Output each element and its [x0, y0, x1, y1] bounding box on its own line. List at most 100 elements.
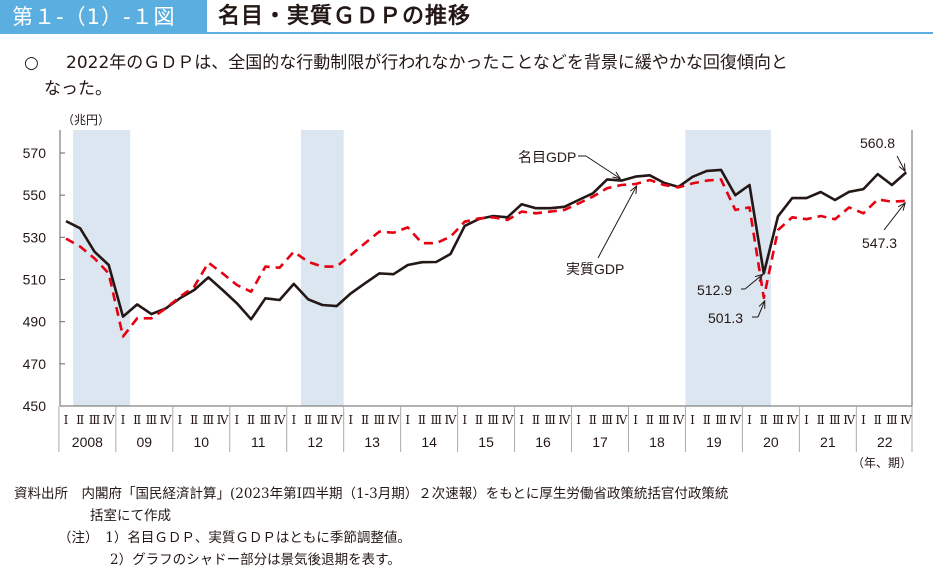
summary-line2: なった。 [44, 79, 112, 99]
quarter-label: Ⅲ [146, 413, 158, 427]
quarter-label: Ⅰ [405, 413, 410, 427]
summary: ○ 2022年のＧＤＰは、全国的な行動制限が行われなかったことなどを背景に緩やかな… [24, 50, 924, 102]
quarter-label: Ⅳ [558, 413, 571, 427]
bullet-circle: ○ [24, 53, 39, 73]
year-label: 22 [877, 434, 893, 450]
quarter-label: Ⅱ [304, 413, 312, 427]
note2: 2）グラフのシャドー部分は景気後退期を表す。 [110, 552, 401, 568]
quarter-label: Ⅳ [217, 413, 230, 427]
year-label: 14 [421, 434, 437, 450]
real-gdp-line [65, 178, 907, 338]
footnotes: 資料出所 内閣府「国民経済計算」(2023年第Ⅰ四半期（1-3月期）２次速報）を… [14, 483, 728, 571]
quarter-label: Ⅱ [133, 413, 141, 427]
figure-title: 名目・実質ＧＤＰの推移 [218, 4, 472, 29]
summary-line1: 2022年のＧＤＰは、全国的な行動制限が行われなかったことなどを背景に緩やかな回… [66, 53, 788, 73]
annotation-nominal-last: 560.8 [860, 135, 895, 151]
quarter-label: Ⅲ [715, 413, 727, 427]
y-tick-label: 570 [23, 145, 47, 161]
y-axis-unit: （兆円） [62, 113, 110, 127]
year-label: 20 [763, 434, 779, 450]
quarter-label: Ⅰ [235, 413, 240, 427]
quarter-label: Ⅳ [274, 413, 287, 427]
quarter-label: Ⅲ [373, 413, 385, 427]
annotation-real-label: 実質GDP [566, 261, 624, 277]
quarter-label: Ⅱ [76, 413, 84, 427]
quarter-label: Ⅰ [804, 413, 809, 427]
quarter-label: Ⅲ [430, 413, 442, 427]
quarter-label: Ⅱ [418, 413, 426, 427]
annotation-nominal-last-arrow-head [898, 163, 906, 173]
quarter-label: Ⅰ [576, 413, 581, 427]
quarter-label: Ⅱ [532, 413, 540, 427]
quarter-label: Ⅲ [544, 413, 556, 427]
quarter-label: Ⅲ [772, 413, 784, 427]
quarter-label: Ⅲ [203, 413, 215, 427]
recession-shade [685, 130, 771, 406]
annotation-real-arrow [597, 185, 638, 259]
quarter-label: Ⅳ [501, 413, 514, 427]
quarter-label: Ⅰ [121, 413, 126, 427]
annotation-real-min: 501.3 [708, 310, 743, 326]
note1: （注） 1）名目ＧＤＰ、実質ＧＤＰはともに季節調整値。 [58, 530, 411, 546]
quarter-label: Ⅳ [103, 413, 116, 427]
quarter-label: Ⅱ [589, 413, 597, 427]
figure-number: 第１-（1）-１図 [0, 0, 207, 34]
figure-header: 第１-（1）-１図 名目・実質ＧＤＰの推移 [0, 0, 933, 34]
annotation-nominal-label: 名目GDP [518, 149, 576, 165]
year-label: 2008 [72, 434, 103, 450]
year-label: 10 [193, 434, 209, 450]
quarter-label: Ⅲ [487, 413, 499, 427]
annotation-nominal-arrow-head [612, 171, 622, 180]
year-label: 18 [649, 434, 665, 450]
quarter-label: Ⅱ [874, 413, 882, 427]
nominal-gdp-line [65, 168, 908, 321]
year-label: 11 [251, 434, 266, 450]
recession-shade [300, 130, 344, 406]
annotation-nominal-min: 512.9 [697, 282, 732, 298]
quarter-label: Ⅳ [843, 413, 856, 427]
quarter-label: Ⅲ [886, 413, 898, 427]
quarter-label: Ⅳ [729, 413, 742, 427]
annotation-real-last-arrow-head [897, 201, 906, 211]
x-axis-unit: （年、期） [852, 456, 912, 470]
quarter-label: Ⅱ [703, 413, 711, 427]
year-label: 12 [307, 434, 323, 450]
quarter-label: Ⅲ [260, 413, 272, 427]
quarter-label: Ⅰ [348, 413, 353, 427]
annotation-nominal-min-arrow-head [754, 273, 764, 282]
quarter-label: Ⅰ [291, 413, 296, 427]
quarter-label: Ⅲ [658, 413, 670, 427]
quarter-label: Ⅰ [861, 413, 866, 427]
annotation-real-arrow-head [630, 184, 638, 195]
quarter-label: Ⅲ [317, 413, 329, 427]
y-tick-label: 510 [23, 272, 47, 288]
quarter-label: Ⅳ [444, 413, 457, 427]
quarter-label: Ⅰ [633, 413, 638, 427]
annotation-real-min-arrow [757, 300, 766, 318]
year-label: 16 [535, 434, 551, 450]
quarter-label: Ⅲ [829, 413, 841, 427]
annotation-real-min-arrow-head [758, 299, 766, 309]
recession-shade [73, 130, 131, 406]
quarter-label: Ⅰ [519, 413, 524, 427]
quarter-label: Ⅰ [178, 413, 183, 427]
quarter-label: Ⅰ [690, 413, 695, 427]
annotation-nominal-arrow [585, 155, 621, 180]
y-tick-label: 450 [23, 398, 47, 414]
quarter-label: Ⅱ [817, 413, 825, 427]
quarter-label: Ⅱ [361, 413, 369, 427]
quarter-label: Ⅰ [64, 413, 69, 427]
year-label: 15 [478, 434, 494, 450]
quarter-label: Ⅱ [247, 413, 255, 427]
year-label: 09 [137, 434, 153, 450]
year-label: 19 [706, 434, 722, 450]
year-label: 21 [820, 434, 836, 450]
annotation-real-last: 547.3 [862, 235, 897, 251]
quarter-label: Ⅳ [388, 413, 401, 427]
quarter-label: Ⅱ [760, 413, 768, 427]
quarter-label: Ⅳ [331, 413, 344, 427]
quarter-label: Ⅱ [475, 413, 483, 427]
y-tick-label: 470 [23, 356, 47, 372]
quarter-label: Ⅱ [190, 413, 198, 427]
